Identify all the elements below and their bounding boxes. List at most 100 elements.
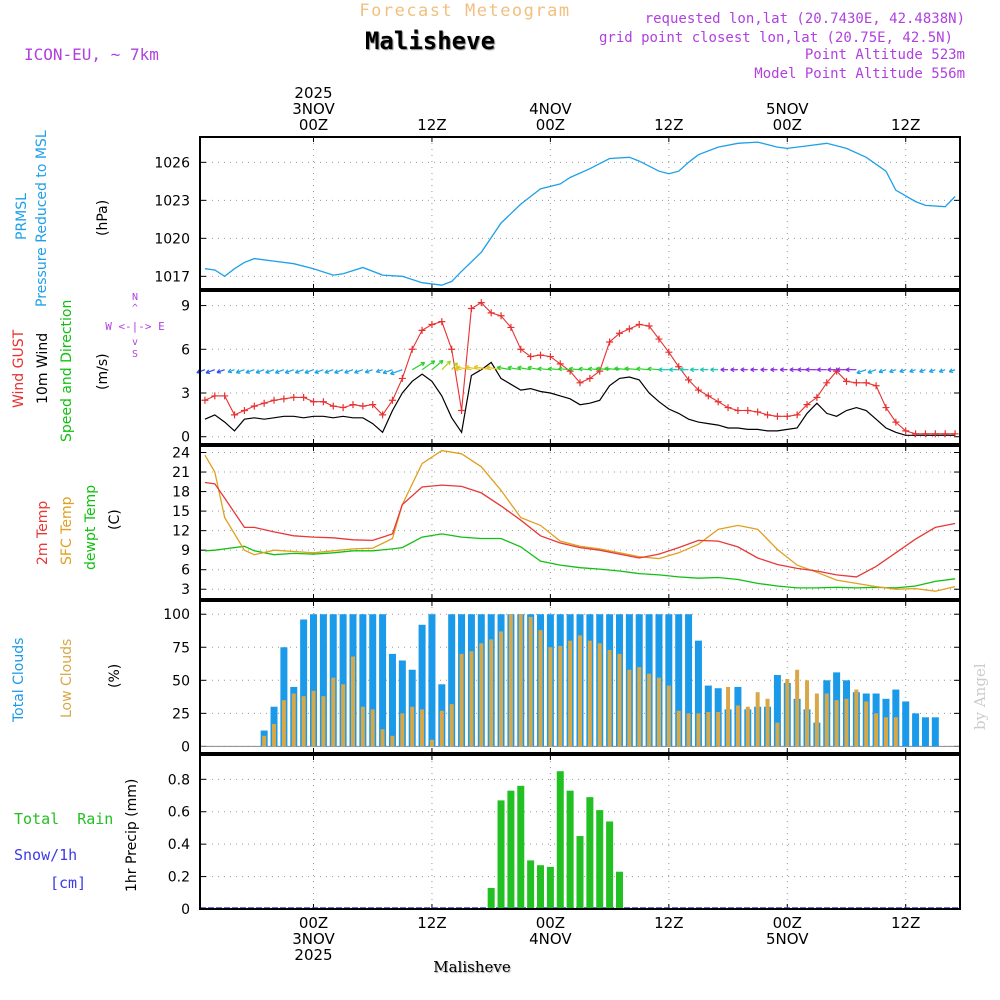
wind-arrow-head [265, 369, 270, 374]
gust-marker [527, 353, 535, 361]
total-cloud-bar [685, 614, 693, 747]
ytick-label: 6 [181, 563, 190, 579]
wind-arrow [497, 366, 512, 371]
rain-label: Total Rain [14, 810, 113, 828]
low-cloud-bar [578, 635, 582, 747]
wind-arrow-head [446, 360, 451, 366]
gust-label: Wind GUST [11, 329, 27, 408]
low-cloud-bar [281, 700, 286, 747]
wind-arrow [421, 360, 436, 371]
gust-marker [764, 411, 772, 419]
wind-arrow-head [604, 366, 609, 372]
low-cloud-bar [735, 705, 740, 747]
panel-frame [199, 136, 961, 290]
bottom-time-label: 00Z [536, 914, 565, 932]
low-cloud-bar [262, 735, 267, 747]
wind-arrow [465, 366, 482, 371]
low-cloud-bar [755, 692, 760, 747]
low-cloud-bar [420, 709, 425, 747]
ytick-label: 75 [172, 640, 190, 656]
wind10-label: 10m Wind [35, 333, 51, 404]
low-cloud-bar [272, 723, 277, 747]
gust-marker [438, 318, 446, 326]
wind-arrow-head [537, 366, 542, 372]
wind-arrow [456, 366, 472, 371]
wind-arrow [216, 369, 225, 374]
wind-arrow-head [547, 366, 553, 372]
gust-marker [645, 322, 653, 330]
gust-marker [803, 401, 811, 409]
total-cloud-bar [675, 614, 683, 747]
wind-arrow-head [867, 369, 873, 374]
speeddir-label: Speed and Direction [59, 300, 75, 442]
degc-unit: (C) [107, 509, 123, 530]
low-cloud-bar [656, 677, 661, 747]
wind-arrow-head [304, 369, 310, 374]
low-cloud-bar [706, 712, 711, 747]
wind-arrow-head [245, 369, 251, 374]
wind-arrow-head [816, 367, 822, 373]
low-cloud-bar [666, 685, 671, 747]
low-cloud-bar [686, 713, 691, 747]
low-cloud-bar [538, 630, 543, 747]
rain-bar [566, 790, 574, 909]
wind-arrow [636, 367, 650, 371]
wind-arrow [285, 369, 294, 374]
footer-location: Malisheve [433, 958, 511, 976]
total-cloud-bar [388, 653, 396, 747]
low-cloud-bar [617, 653, 622, 747]
gust-marker [912, 430, 920, 438]
wind-arrow [295, 369, 304, 374]
top-time-label: 3NOV [292, 100, 335, 118]
sfc-label: SFC Temp [59, 496, 75, 565]
low-cloud-bar [439, 710, 444, 747]
gust-marker [615, 329, 623, 337]
gust-marker [448, 345, 456, 353]
bottom-time-label: 00Z [773, 914, 802, 932]
low-cloud-bar [874, 713, 879, 747]
low-cloud-bar [331, 677, 336, 747]
wind-arrow-head [938, 368, 944, 374]
ytick-label: 0 [181, 902, 190, 918]
low-cloud-bar [429, 739, 434, 747]
wind10-line [204, 361, 956, 436]
low-cloud-bar [508, 614, 513, 747]
prmsl-label: PRMSL [14, 193, 30, 240]
total-cloud-bar [912, 713, 920, 747]
wind-arrow-head [668, 367, 673, 373]
ytick-label: 3 [181, 582, 190, 598]
ytick-label: 0 [181, 430, 190, 446]
wind-arrow [517, 366, 531, 371]
wind-arrow-head [235, 369, 241, 374]
low-cloud-bar [301, 696, 306, 747]
wind-arrow-head [216, 369, 222, 374]
chart-panels: 1017102010231026036936912151821240255075… [154, 136, 961, 918]
gust-marker [379, 411, 387, 419]
gust-marker [408, 345, 416, 353]
bottom-time-label: 5NOV [766, 930, 809, 948]
gust-marker [694, 386, 702, 394]
gust-marker [655, 335, 663, 343]
gust-marker [882, 404, 890, 412]
prmsl-line [204, 141, 956, 286]
low-cloud-bar [311, 690, 316, 747]
model-altitude: Model Point Altitude 556m [754, 66, 965, 82]
compass-n: N [132, 292, 138, 303]
hpa-unit: (hPa) [95, 200, 111, 236]
bottom-time-label: 00Z [299, 914, 328, 932]
gust-marker [556, 360, 564, 368]
wind-arrow [245, 369, 255, 374]
gust-marker [823, 379, 831, 387]
ytick-label: 9 [181, 543, 190, 559]
gust-marker [921, 430, 929, 438]
ytick-label: 24 [172, 446, 190, 462]
wind-arrow [451, 362, 458, 371]
rain-bar [556, 771, 564, 909]
gust-marker [310, 398, 318, 406]
gust-marker [793, 411, 801, 419]
top-time-label: 5NOV [766, 100, 809, 118]
bottom-time-label: 12Z [891, 914, 920, 932]
wind-arrow-head [294, 369, 300, 374]
gust-marker [734, 406, 742, 414]
low-cloud-bar [380, 729, 385, 747]
